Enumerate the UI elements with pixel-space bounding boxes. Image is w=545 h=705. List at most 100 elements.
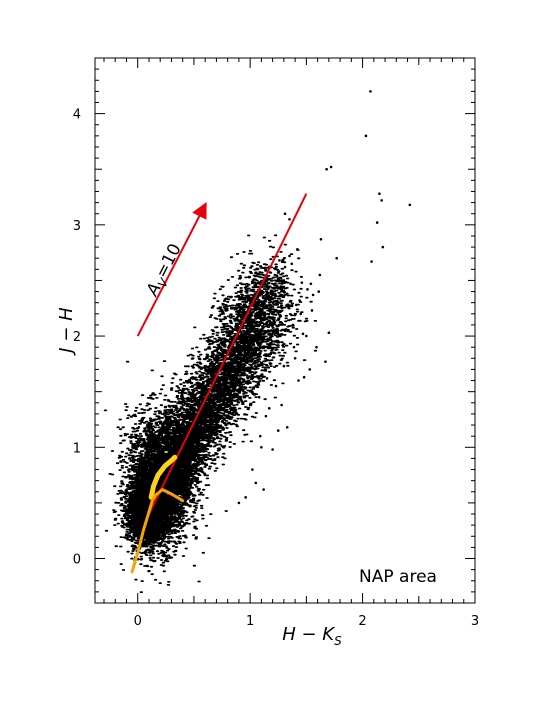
outlier-point <box>315 345 318 349</box>
outlier-point <box>298 299 301 302</box>
x-tick-label: 2 <box>358 614 366 629</box>
outlier-point <box>285 292 289 296</box>
outlier-point <box>270 295 273 299</box>
outlier-point <box>291 323 295 327</box>
outlier-point <box>258 434 262 438</box>
outlier-point <box>300 281 304 284</box>
outlier-point <box>297 379 300 382</box>
outlier-point <box>301 332 305 336</box>
x-tick-label: 1 <box>246 614 254 629</box>
outlier-point <box>319 237 323 241</box>
outlier-point <box>274 384 278 388</box>
outlier-point <box>282 364 286 368</box>
region-label: NAP area <box>359 567 437 587</box>
outlier-point <box>262 488 265 491</box>
outlier-point <box>289 282 292 286</box>
outlier-point <box>294 303 298 307</box>
extinction-arrow <box>136 201 207 337</box>
outlier-point <box>266 329 270 332</box>
outlier-point <box>128 501 132 505</box>
y-tick-label: 0 <box>73 553 81 568</box>
y-tick-label: 1 <box>73 441 81 456</box>
outlier-point <box>254 384 258 388</box>
outlier-point <box>335 256 339 260</box>
plot-frame <box>94 57 476 604</box>
outlier-point <box>327 331 331 335</box>
outlier-point <box>276 332 280 336</box>
giant-locus <box>130 488 185 574</box>
outlier-point <box>309 282 313 286</box>
outlier-point <box>283 212 287 216</box>
outlier-point <box>288 254 291 258</box>
x-axis-label-main: H − K <box>282 624 335 645</box>
x-axis-label: H − KS <box>282 624 342 648</box>
outlier-point <box>375 221 379 224</box>
outlier-point <box>306 288 309 291</box>
outlier-point <box>408 203 412 207</box>
outlier-point <box>308 368 312 371</box>
x-tick-label: 3 <box>471 614 479 629</box>
y-tick-label: 4 <box>73 108 81 123</box>
outlier-point <box>378 192 381 195</box>
outlier-point <box>251 468 254 471</box>
x-axis-label-sub: S <box>334 634 342 648</box>
outlier-point <box>370 260 373 263</box>
outlier-point <box>272 351 276 355</box>
outlier-point <box>288 217 291 221</box>
outlier-point <box>278 259 281 262</box>
outlier-point <box>267 407 271 410</box>
outlier-point <box>276 429 280 432</box>
outlier-point <box>311 293 315 297</box>
tick-labels: 0 1 2 3 0 1 2 3 4 <box>73 108 479 629</box>
axis-ticks <box>95 57 476 604</box>
outlier-point <box>296 248 299 251</box>
star-cloud-points <box>103 234 318 593</box>
reddening-line <box>148 193 308 515</box>
outlier-point <box>271 448 274 451</box>
outlier-point <box>134 529 137 533</box>
y-tick-label: 2 <box>73 330 81 345</box>
outlier-point <box>324 360 327 363</box>
outlier-point <box>137 425 141 429</box>
outlier-point <box>305 334 308 338</box>
outlier-point <box>257 395 261 399</box>
outlier-point <box>302 375 306 379</box>
outlier-points <box>128 90 412 533</box>
outlier-point <box>329 165 333 169</box>
outlier-point <box>265 377 269 380</box>
y-axis-label: J − H <box>56 307 77 356</box>
outlier-point <box>130 518 134 521</box>
outlier-point <box>283 265 287 269</box>
outlier-point <box>325 167 328 171</box>
extinction-arrow-label: AV=10 <box>142 241 187 302</box>
outlier-point <box>380 199 383 202</box>
outlier-point <box>254 481 258 485</box>
y-tick-label: 3 <box>73 219 81 234</box>
outlier-point <box>269 362 272 366</box>
outlier-point <box>244 496 247 499</box>
outlier-point <box>299 312 303 316</box>
outlier-point <box>317 290 321 293</box>
outlier-point <box>310 309 314 312</box>
outlier-point <box>273 273 277 277</box>
arrow-label-eq: =10 <box>152 241 186 282</box>
outlier-point <box>290 262 294 266</box>
outlier-point <box>280 403 283 407</box>
outlier-point <box>282 279 286 282</box>
outlier-point <box>237 501 241 505</box>
outlier-point <box>369 90 372 93</box>
outlier-point <box>285 425 289 429</box>
outlier-point <box>292 345 296 349</box>
outlier-point <box>381 245 385 249</box>
outlier-point <box>364 134 368 138</box>
outlier-point <box>293 357 297 360</box>
outlier-point <box>264 414 268 418</box>
outlier-point <box>279 314 282 318</box>
x-tick-label: 0 <box>134 614 142 629</box>
outlier-point <box>318 273 322 277</box>
dwarf-locus <box>148 454 178 500</box>
star-density-cloud <box>103 234 318 593</box>
plot-area <box>103 90 412 593</box>
outlier-point <box>260 445 263 449</box>
